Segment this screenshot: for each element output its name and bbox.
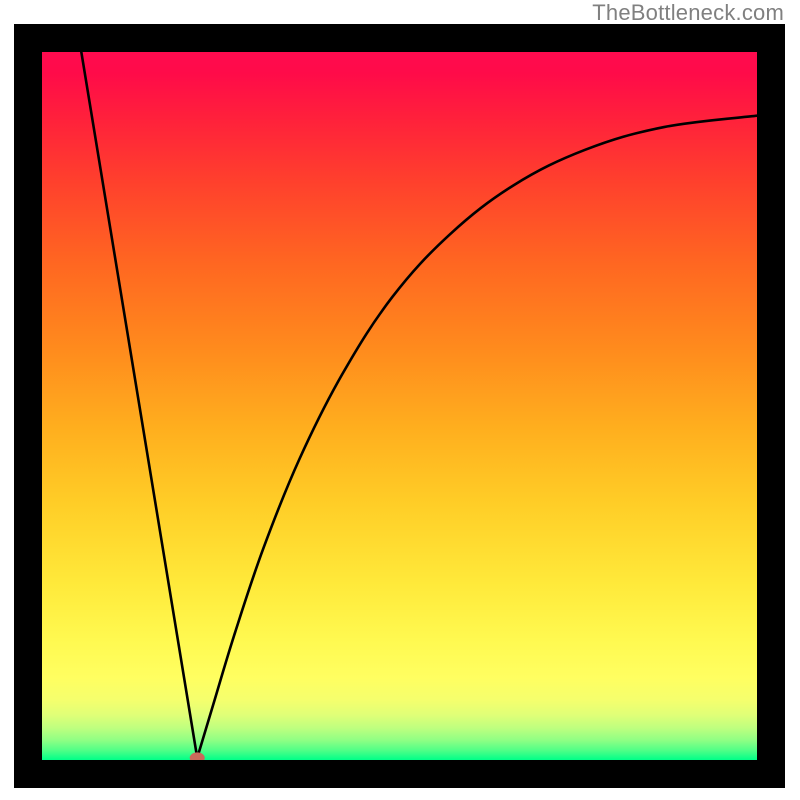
chart-root: TheBottleneck.com [0,0,800,800]
bottleneck-curve-chart [0,0,800,800]
chart-heat-background [42,52,757,760]
